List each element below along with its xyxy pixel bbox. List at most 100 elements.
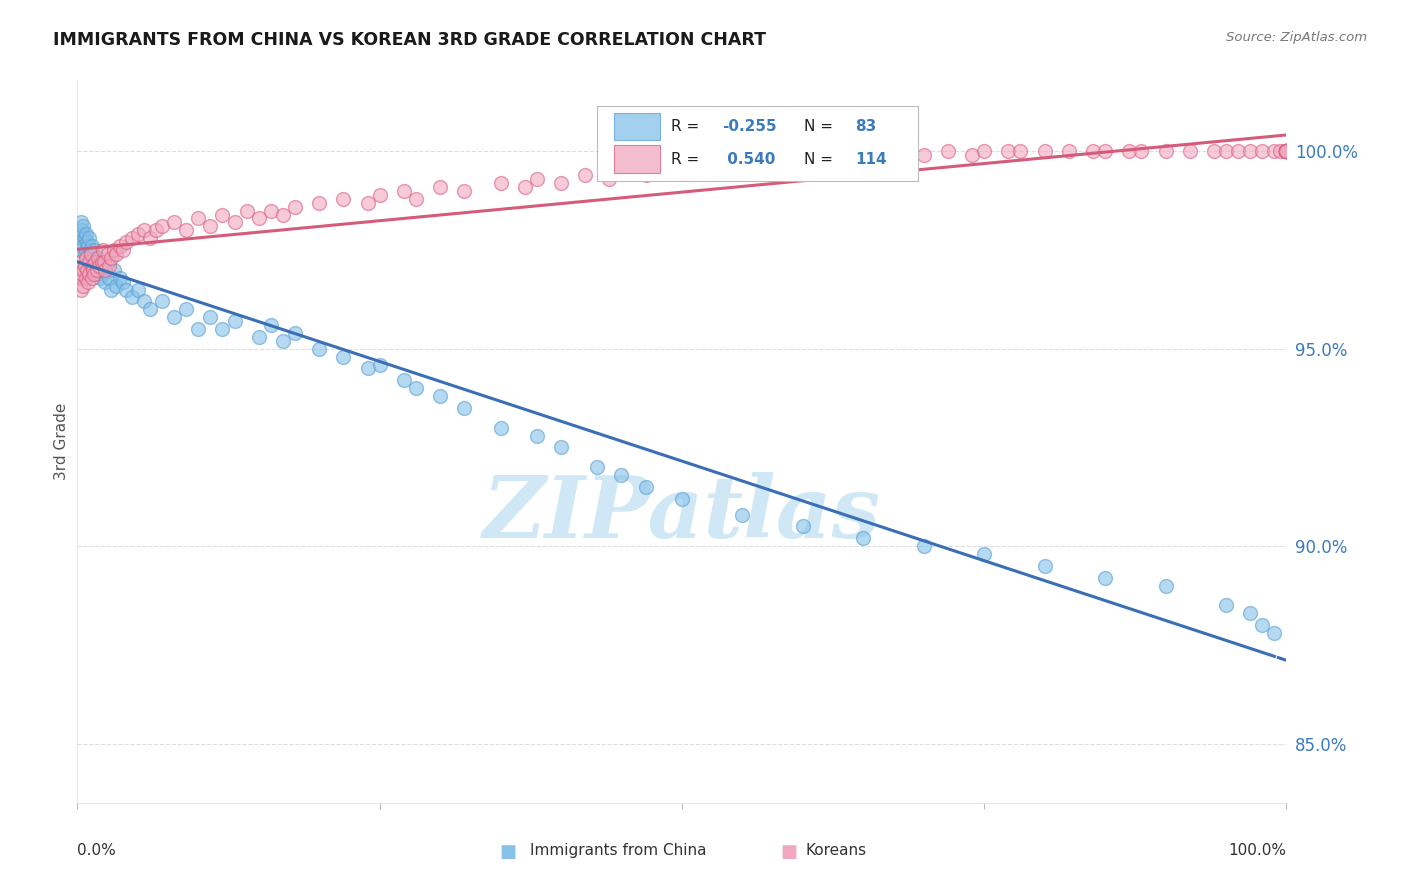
Point (93, 255, 115, 269)
Text: 114: 114 (855, 152, 886, 167)
Point (960, 148, 983, 162)
Point (87, 255, 110, 269)
Text: 83: 83 (855, 119, 876, 134)
Point (75, 227, 97, 242)
Point (82, 247, 104, 261)
Point (72, 239, 94, 253)
Point (1275, 145, 1298, 159)
Point (973, 547, 995, 561)
Point (72, 262, 94, 277)
Point (112, 243, 135, 257)
Point (105, 278, 128, 293)
Y-axis label: 3rd Grade: 3rd Grade (53, 403, 69, 480)
Point (174, 302, 197, 317)
Point (75, 243, 97, 257)
Point (91, 243, 114, 257)
Text: Source: ZipAtlas.com: Source: ZipAtlas.com (1226, 31, 1367, 45)
Point (792, 153, 814, 167)
Point (132, 294, 155, 309)
Point (1275, 145, 1298, 159)
Point (77, 239, 100, 253)
Point (150, 219, 173, 234)
Point (75, 251, 97, 265)
Point (284, 326, 307, 340)
Point (1275, 145, 1298, 159)
Point (1154, 145, 1177, 159)
Point (79, 231, 101, 245)
Point (70, 227, 93, 242)
Point (598, 172, 620, 186)
Point (82, 262, 104, 277)
Text: R =: R = (671, 152, 699, 167)
Point (97, 259, 120, 273)
Text: N =: N = (804, 152, 832, 167)
Point (1227, 145, 1250, 159)
Point (103, 262, 125, 277)
Point (1094, 571, 1116, 585)
Point (84, 255, 107, 269)
Point (87, 262, 110, 277)
Point (76, 262, 98, 277)
Point (1033, 145, 1056, 159)
Point (647, 160, 669, 174)
Point (453, 184, 475, 198)
Point (308, 195, 330, 210)
Point (429, 180, 451, 194)
Point (865, 148, 887, 162)
Point (70, 255, 93, 269)
Point (145, 223, 167, 237)
Point (163, 215, 186, 229)
Point (610, 468, 633, 483)
Point (69, 231, 91, 245)
Point (1202, 145, 1225, 159)
Point (1215, 145, 1237, 159)
Point (108, 270, 131, 285)
Text: N =: N = (804, 119, 832, 134)
Point (79, 247, 101, 261)
Text: ZIPatlas: ZIPatlas (482, 472, 882, 556)
Point (86, 262, 108, 277)
Point (284, 200, 307, 214)
Point (72, 278, 94, 293)
FancyBboxPatch shape (614, 112, 661, 140)
Point (84, 243, 107, 257)
Point (1275, 145, 1298, 159)
Point (744, 153, 766, 167)
Point (187, 322, 209, 336)
Point (1081, 145, 1104, 159)
Point (139, 231, 162, 245)
Point (100, 251, 122, 265)
Point (1251, 618, 1274, 632)
Point (96, 255, 118, 269)
Text: R =: R = (671, 119, 699, 134)
Point (731, 508, 754, 522)
Point (73, 231, 96, 245)
Point (224, 314, 246, 328)
Point (94, 275, 117, 289)
Point (103, 243, 125, 257)
Point (121, 231, 143, 245)
Point (127, 227, 149, 242)
Point (513, 180, 536, 194)
Point (70, 223, 93, 237)
Point (489, 421, 512, 435)
Point (1010, 145, 1032, 159)
Point (368, 187, 391, 202)
Point (211, 322, 233, 336)
FancyBboxPatch shape (614, 145, 661, 173)
Point (1275, 145, 1298, 159)
Point (912, 148, 935, 162)
Point (97, 270, 120, 285)
Point (1275, 145, 1298, 159)
Point (200, 310, 222, 325)
Point (1275, 145, 1298, 159)
Point (87, 259, 110, 273)
Point (70, 283, 93, 297)
Point (1094, 145, 1116, 159)
Point (70, 215, 93, 229)
Point (94, 262, 117, 277)
Point (150, 294, 173, 309)
Point (163, 310, 186, 325)
Point (200, 219, 222, 234)
Point (392, 373, 415, 387)
